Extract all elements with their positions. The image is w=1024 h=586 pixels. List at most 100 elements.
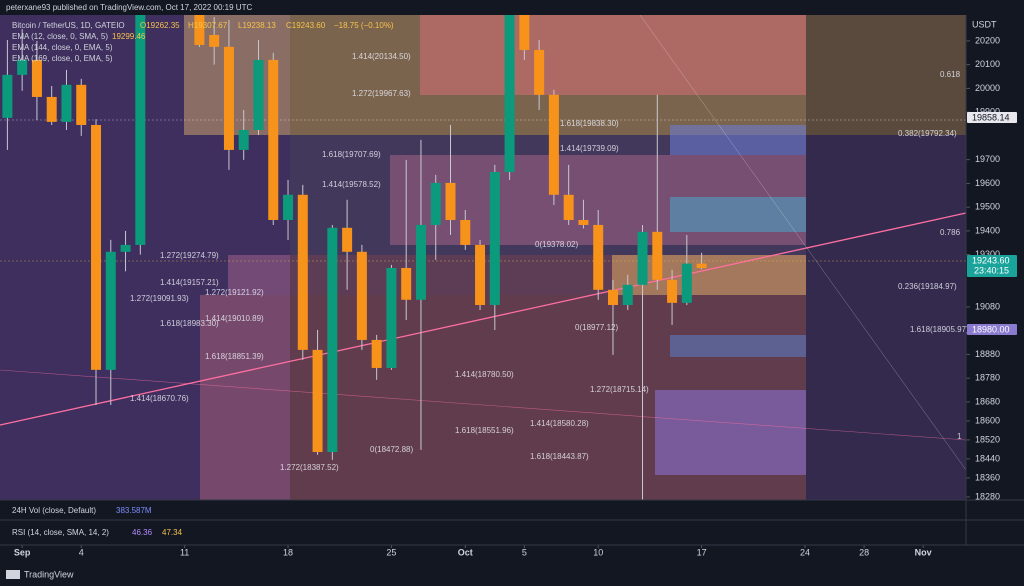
y-tick-label: 18880 [975,349,1000,359]
legend: Bitcoin / TetherUS, 1D, GATEIO O19262.35… [12,21,394,63]
candle-body [637,231,648,285]
fib-side-label: 0.786 [940,228,961,237]
zone [670,197,806,232]
candle-body [76,84,87,125]
fib-label: 1.414(19010.89) [205,314,264,323]
y-tick-label: 18600 [975,415,1000,425]
candle-body [238,129,249,150]
fib-label: 1.414(19739.09) [560,144,619,153]
candle-body [652,231,663,280]
candle-body [415,224,426,300]
y-tick-label: 19300 [975,249,1000,259]
y-tick-label: 19080 [975,301,1000,311]
logo [6,570,20,579]
zone [420,15,806,95]
candle-body [563,194,574,220]
y-tick-label: 18520 [975,434,1000,444]
candle-body [342,227,353,252]
rsi-value: 46.36 [132,528,153,537]
fib-label: 1.618(19838.30) [560,119,619,128]
candle-body [460,219,471,245]
trendline [639,15,966,471]
ohlc: L19238.13 [238,21,276,30]
candle-body [667,279,678,303]
fib-label: 1.414(19578.52) [322,180,381,189]
indicator: EMA (12, close, 0, SMA, 5) [12,32,108,41]
y-tick-label: 19400 [975,225,1000,235]
trendline [0,369,966,441]
x-tick-label: Sep [14,547,31,557]
x-tick-label: 11 [180,547,189,557]
rsi-name: RSI (14, close, SMA, 14, 2) [12,528,109,537]
candle-body [622,284,633,306]
zone [670,335,806,357]
y-tick-label: 19900 [975,107,1000,117]
candle-body [504,15,515,172]
y-tick-label: 19500 [975,202,1000,212]
fib-label: 0(18472.88) [370,445,413,454]
fib-label: 1.272(19967.63) [352,89,411,98]
fib-label: 1.272(19091.93) [130,294,189,303]
x-tick-label: Nov [915,547,932,557]
y-tick-label: 18680 [975,396,1000,406]
fib-label: 1.272(19121.92) [205,288,264,297]
labels: 20200 20100 20000 19900 19700 19600 19500 19400… [14,35,1017,557]
candle-body [327,227,338,453]
zone [806,135,966,500]
ohlc: C19243.60 [286,21,326,30]
candle-body [105,251,116,370]
x-tick-label: 10 [593,547,603,557]
price-tag [967,112,1017,123]
fib-label: 0(19378.02) [535,240,578,249]
trendline [0,212,966,426]
indicator: EMA (144, close, 0, EMA, 5) [12,43,113,52]
candle-body [61,84,72,122]
candle-body [120,244,131,252]
candle-body [253,59,264,130]
y-tick-label: 18280 [975,491,1000,501]
candle-body [489,171,500,306]
candle-body [445,182,456,220]
candle-body [297,194,308,350]
x-tick-label: 5 [522,547,527,557]
candle-body [209,34,220,47]
candle-body [430,182,441,225]
candle-body [386,267,397,368]
x-tick-label: 28 [859,547,869,557]
fib-label: 1.618(18551.96) [455,426,514,435]
candle-body [519,15,530,50]
y-tick-label: 18360 [975,472,1000,482]
x-tick-label: 25 [386,547,396,557]
price-tag-label: 19243.60 [972,255,1010,265]
x-tick-label: 24 [800,547,810,557]
x-tick-label: 4 [79,547,84,557]
change: −18.75 (−0.10%) [334,21,394,30]
candle-body [283,194,294,220]
volume-value: 383.587M [116,506,152,515]
countdown: 23:40:15 [974,265,1009,275]
x-tick-label: Oct [458,547,473,557]
ohlc: O19262.35 [140,21,180,30]
y-tick-label: 18440 [975,453,1000,463]
candle-body [194,15,205,45]
candle-body [534,49,545,95]
candle-body [223,46,234,150]
candle-body [91,124,102,370]
y-tick-label: 20100 [975,59,1000,69]
fib-label: 0.382(19792.34) [898,129,957,138]
candle-body [371,339,382,368]
candle-body [356,251,367,340]
candle-body [2,74,13,118]
candles [2,15,707,500]
candle-body [17,59,28,75]
fib-side-label: 1 [957,432,962,441]
fib-label: 1.414(18670.76) [130,394,189,403]
ohlc: H19307.67 [188,21,228,30]
publisher: peterxane93 published on TradingView.com… [6,3,252,12]
rsi-sma: 47.34 [162,528,183,537]
candle-body [681,263,692,303]
price-tag-label: 19858.14 [972,112,1010,122]
fib-label: 1.618(18443.87) [530,452,589,461]
